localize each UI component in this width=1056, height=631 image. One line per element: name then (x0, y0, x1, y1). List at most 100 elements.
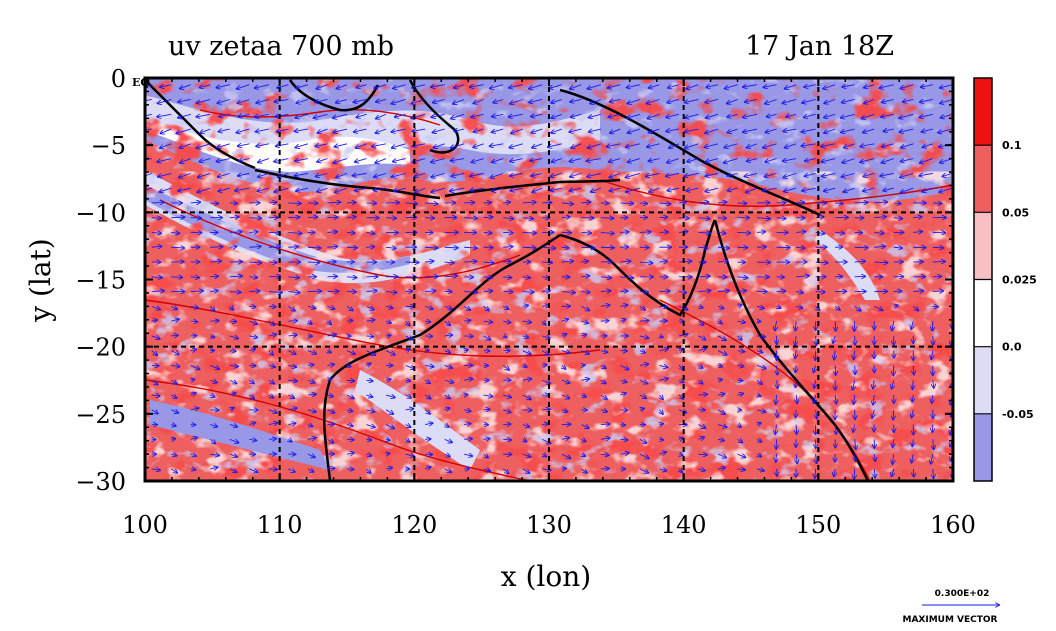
colorbar-band (974, 346, 992, 414)
wind-vector (229, 351, 236, 352)
wind-vector (913, 231, 922, 232)
wind-vector (425, 321, 430, 322)
wind-vector (757, 218, 770, 219)
wind-vector (647, 99, 660, 103)
wind-vector (327, 202, 340, 203)
wind-vector (912, 439, 913, 446)
wind-vector (484, 454, 488, 458)
wind-vector (210, 425, 217, 427)
wind-vector (374, 84, 387, 88)
wind-vector (627, 99, 641, 103)
wind-vector (217, 99, 230, 103)
wind-vector (157, 114, 172, 117)
wind-vector (196, 114, 211, 117)
wind-vector (229, 469, 237, 472)
wind-vector (219, 129, 230, 132)
wind-vector (171, 365, 179, 366)
wind-vector (307, 410, 316, 412)
wind-vector (230, 306, 233, 309)
wind-vector (454, 129, 465, 131)
wind-vector (366, 232, 375, 233)
wind-vector (795, 350, 796, 358)
wind-vector (385, 321, 391, 323)
wind-vector (530, 159, 543, 161)
wind-vector (842, 99, 855, 102)
wind-vector (316, 172, 328, 176)
wind-vector (522, 425, 530, 427)
wind-vector (296, 99, 309, 103)
wind-vector (882, 99, 894, 102)
wind-vector (659, 469, 666, 471)
wind-vector (679, 349, 683, 351)
wind-vector (874, 217, 886, 218)
wind-vector (522, 305, 528, 306)
wind-vector (864, 99, 875, 103)
wind-vector (444, 247, 458, 248)
wind-vector (569, 128, 582, 132)
wind-vector (678, 410, 686, 413)
wind-vector (659, 336, 662, 337)
wind-vector (872, 409, 874, 418)
wind-vector (159, 187, 172, 192)
wind-vector (873, 394, 874, 405)
coastline-australia-west (323, 233, 561, 481)
wind-vector (249, 232, 257, 233)
wind-vector (444, 439, 452, 442)
wind-vector (659, 424, 662, 425)
wind-vector (210, 380, 216, 382)
wind-vector (444, 408, 450, 410)
y-tick-label: −15 (75, 267, 126, 295)
wind-vector (210, 467, 217, 469)
coastline-australia-east (713, 219, 870, 481)
wind-vector (823, 84, 836, 89)
wind-vector (171, 247, 184, 248)
wind-vector (679, 454, 683, 455)
wind-vector (743, 85, 758, 87)
colorbar-band (974, 279, 992, 347)
wind-vector (920, 113, 933, 117)
wind-vector (588, 143, 601, 148)
wind-vector (190, 321, 197, 322)
wind-vector (406, 349, 410, 351)
wind-vector (842, 172, 855, 177)
wind-vector (698, 469, 704, 471)
wind-vector (737, 321, 745, 322)
wind-vector (620, 393, 626, 395)
wind-vector (610, 99, 621, 101)
wind-vector (503, 261, 510, 262)
wind-vector (230, 408, 234, 410)
wind-vector (425, 203, 437, 204)
wind-vector (473, 99, 484, 103)
wind-vector (921, 85, 933, 87)
wind-vector (522, 218, 533, 219)
wind-vector (151, 410, 158, 414)
wind-vector (766, 128, 777, 132)
wind-vector (180, 158, 191, 163)
wind-vector (919, 173, 933, 175)
wind-vector (374, 172, 387, 177)
wind-vector (581, 469, 586, 473)
wind-vector (698, 202, 708, 203)
wind-vector (333, 128, 348, 132)
wind-vector (483, 395, 493, 396)
wind-vector (394, 187, 406, 191)
y-tick-label: −30 (75, 468, 126, 496)
wind-vector (200, 128, 211, 133)
wind-vector (775, 424, 776, 434)
x-tick-label: 150 (795, 511, 841, 539)
wind-vector (356, 114, 367, 117)
wind-vector (145, 99, 152, 102)
wind-vector (190, 437, 197, 439)
wind-vector (433, 128, 445, 132)
wind-vector (542, 336, 549, 338)
wind-vector (444, 380, 454, 382)
wind-vector (483, 306, 489, 310)
wind-vector (464, 454, 472, 456)
wind-vector (863, 188, 875, 191)
wind-vector (746, 187, 758, 192)
wind-vector (678, 380, 684, 382)
wind-vector (923, 143, 933, 147)
wind-vector (210, 439, 215, 443)
wind-vector (255, 114, 269, 117)
wind-vector (747, 143, 758, 148)
